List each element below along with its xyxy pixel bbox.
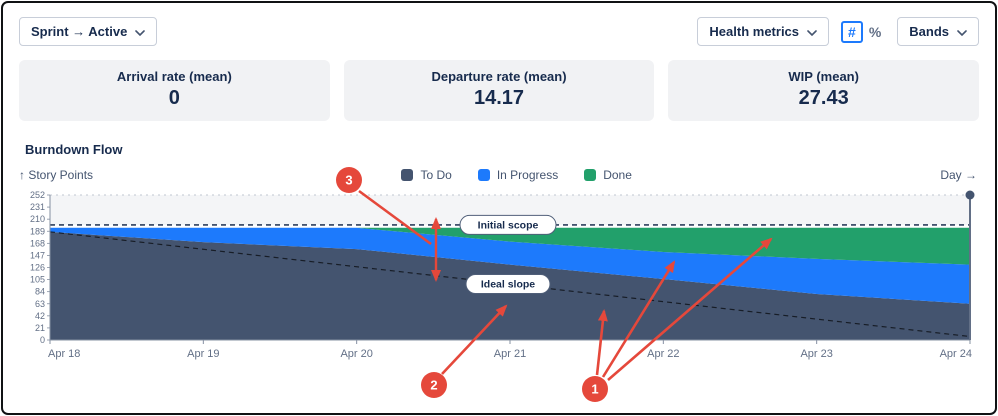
- svg-text:Apr 22: Apr 22: [647, 348, 679, 360]
- sprint-filter-dropdown[interactable]: Sprint → Active: [19, 17, 158, 46]
- chart-header: ↑ Story Points To Do In Progress Done Da…: [19, 168, 977, 182]
- legend-item-todo[interactable]: To Do: [401, 168, 452, 182]
- svg-text:Ideal slope: Ideal slope: [481, 278, 535, 290]
- y-axis-title: ↑ Story Points: [19, 168, 94, 182]
- numeric-unit-button[interactable]: #: [841, 20, 863, 43]
- todo-swatch-icon: [401, 169, 414, 181]
- svg-text:42: 42: [35, 311, 45, 321]
- svg-text:1: 1: [591, 382, 598, 397]
- legend-label: In Progress: [496, 168, 559, 182]
- svg-text:252: 252: [30, 190, 45, 200]
- svg-text:0: 0: [40, 335, 45, 345]
- svg-text:210: 210: [30, 214, 45, 224]
- toolbar: Sprint → Active Health metrics # % Bands: [3, 3, 995, 46]
- svg-text:Apr 23: Apr 23: [800, 348, 832, 360]
- metric-label: WIP (mean): [788, 69, 859, 84]
- chart-legend: To Do In Progress Done: [401, 168, 632, 182]
- svg-text:Apr 19: Apr 19: [187, 348, 219, 360]
- legend-label: To Do: [420, 168, 452, 182]
- chevron-down-icon: [135, 24, 146, 39]
- percent-unit-button[interactable]: %: [864, 21, 886, 42]
- health-metrics-label: Health metrics: [709, 24, 800, 39]
- svg-text:126: 126: [30, 263, 45, 273]
- svg-text:Initial scope: Initial scope: [478, 219, 539, 231]
- svg-text:105: 105: [30, 275, 45, 285]
- svg-text:84: 84: [35, 287, 45, 297]
- chart-controls: Health metrics # % Bands: [697, 17, 979, 46]
- legend-label: Done: [603, 168, 632, 182]
- metric-value: 14.17: [473, 87, 525, 109]
- chevron-down-icon: [807, 24, 817, 39]
- svg-text:231: 231: [30, 202, 45, 212]
- metric-label: Arrival rate (mean): [116, 69, 232, 84]
- departure-rate-card: Departure rate (mean) 14.17: [343, 60, 655, 121]
- metric-value: 0: [168, 87, 180, 109]
- x-axis-title: Day →: [940, 168, 977, 182]
- done-swatch-icon: [584, 169, 597, 181]
- section-title: Burndown Flow: [25, 142, 123, 157]
- svg-text:63: 63: [35, 299, 45, 309]
- svg-text:189: 189: [30, 226, 45, 236]
- bands-label: Bands: [909, 24, 949, 39]
- metric-label: Departure rate (mean): [431, 69, 567, 84]
- svg-text:Apr 21: Apr 21: [494, 348, 526, 360]
- svg-text:Apr 18: Apr 18: [48, 348, 80, 360]
- svg-text:147: 147: [30, 250, 45, 260]
- timeline-slider[interactable]: [965, 190, 975, 341]
- bands-dropdown[interactable]: Bands: [897, 17, 979, 46]
- svg-text:21: 21: [35, 323, 45, 333]
- arrival-rate-card: Arrival rate (mean) 0: [19, 60, 330, 121]
- unit-toggle: # %: [841, 20, 886, 43]
- in-progress-swatch-icon: [477, 169, 490, 181]
- svg-text:2: 2: [430, 378, 437, 393]
- metric-value: 27.43: [798, 87, 849, 109]
- svg-text:Apr 20: Apr 20: [340, 348, 372, 360]
- metric-cards: Arrival rate (mean) 0 Departure rate (me…: [19, 60, 980, 121]
- svg-text:Apr 24: Apr 24: [940, 348, 972, 360]
- wip-card: WIP (mean) 27.43: [668, 60, 980, 121]
- legend-item-done[interactable]: Done: [584, 168, 632, 182]
- chevron-down-icon: [957, 24, 967, 39]
- legend-item-in-progress[interactable]: In Progress: [477, 168, 559, 182]
- svg-text:168: 168: [30, 238, 45, 248]
- sprint-filter-label: Sprint → Active: [31, 24, 128, 39]
- health-metrics-dropdown[interactable]: Health metrics: [697, 17, 830, 46]
